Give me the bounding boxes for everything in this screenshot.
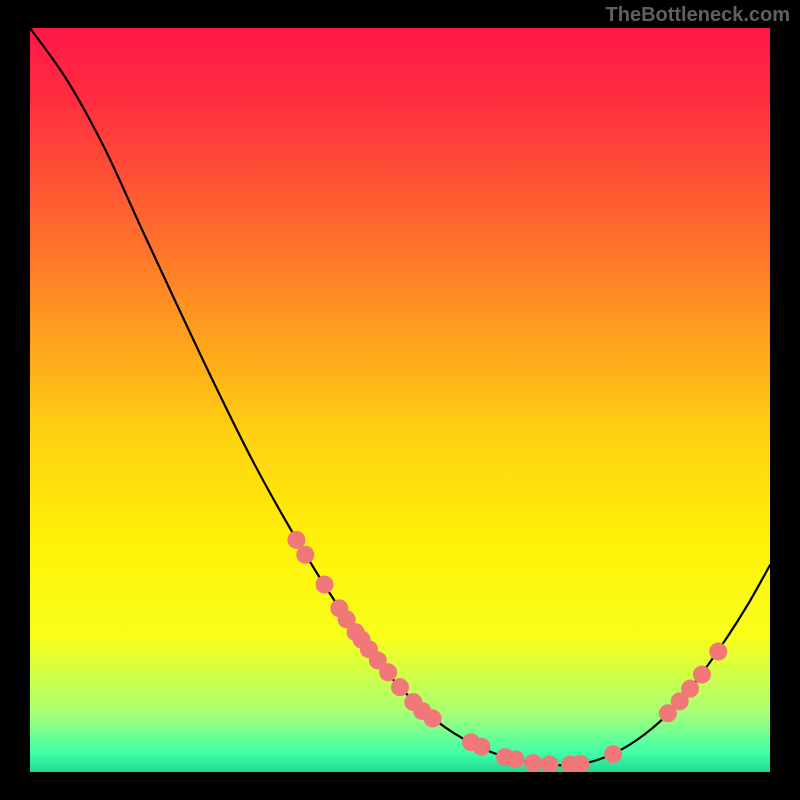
scatter-point	[524, 754, 542, 772]
chart-svg	[0, 0, 800, 800]
watermark-text: TheBottleneck.com	[606, 4, 790, 27]
scatter-point	[709, 642, 727, 660]
scatter-point	[379, 663, 397, 681]
scatter-point	[572, 755, 590, 773]
scatter-point	[472, 738, 490, 756]
scatter-point	[296, 546, 314, 564]
scatter-point	[316, 576, 334, 594]
scatter-point	[391, 678, 409, 696]
gradient-background	[30, 28, 770, 772]
scatter-point	[604, 745, 622, 763]
scatter-point	[681, 680, 699, 698]
bottleneck-chart: TheBottleneck.com	[0, 0, 800, 800]
scatter-point	[424, 709, 442, 727]
scatter-point	[540, 756, 558, 774]
scatter-point	[693, 666, 711, 684]
scatter-point	[506, 750, 524, 768]
